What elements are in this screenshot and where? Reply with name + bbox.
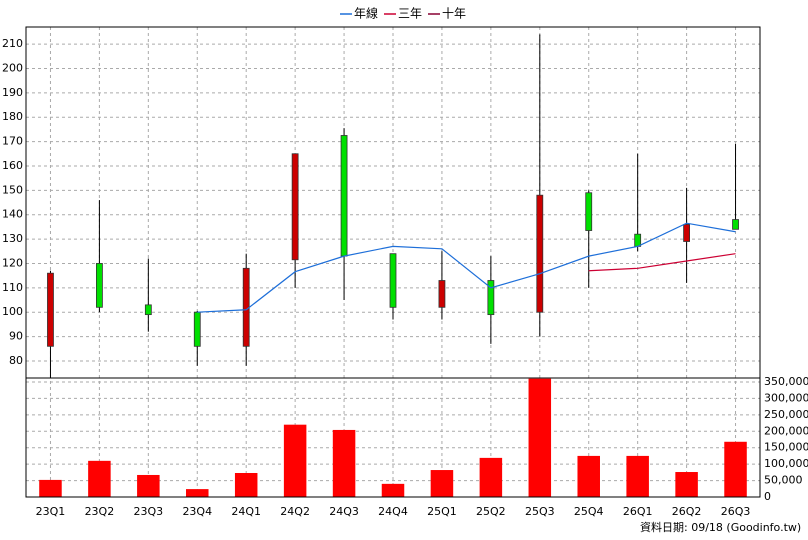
y-tick-label: 210 (2, 37, 23, 50)
candle-body (47, 272, 54, 347)
y-tick-label: 190 (2, 86, 23, 99)
volume-bar (283, 424, 307, 497)
y-tick-label: 80 (9, 354, 23, 367)
legend-label: 年線 (354, 6, 378, 21)
y2-tick-label: 250,000 (764, 408, 808, 421)
candle-body (340, 135, 348, 257)
y-tick-label: 160 (2, 159, 23, 172)
volume-bar (88, 460, 111, 497)
x-tick-label: 26Q3 (721, 505, 751, 518)
y2-tick-label: 350,000 (764, 375, 808, 388)
volume-bar (332, 429, 356, 497)
volume-bar (724, 441, 747, 497)
line-series (197, 222, 736, 313)
x-tick-label: 24Q4 (378, 505, 408, 518)
volume-bar (381, 483, 405, 497)
candle-body (634, 233, 642, 247)
y2-tick-label: 150,000 (764, 441, 808, 454)
footer: 資料日期: 09/18 (Goodinfo.tw) (640, 520, 801, 534)
volume-bar (479, 457, 503, 497)
y-tick-label: 90 (9, 330, 23, 343)
x-tick-label: 25Q4 (574, 505, 604, 518)
candle-body (487, 280, 495, 316)
y-tick-label: 130 (2, 232, 23, 245)
candle-body (683, 224, 690, 242)
y-tick-label: 120 (2, 256, 23, 269)
candle-body (242, 267, 250, 347)
y2-tick-label: 50,000 (764, 474, 803, 487)
volume-bar (39, 479, 62, 497)
y-tick-label: 170 (2, 135, 23, 148)
y2-tick-label: 200,000 (764, 424, 808, 437)
x-tick-label: 23Q2 (85, 505, 115, 518)
x-tick-label: 25Q2 (476, 505, 506, 518)
x-tick-label: 25Q3 (525, 505, 555, 518)
y2-tick-label: 100,000 (764, 457, 808, 470)
y-tick-label: 200 (2, 61, 23, 74)
candle-body (96, 263, 103, 308)
x-tick-label: 26Q2 (672, 505, 702, 518)
candle-body (438, 280, 446, 308)
candle-body (144, 304, 152, 316)
y2-tick-label: 0 (764, 490, 771, 503)
volume-bar (675, 472, 698, 497)
candle-body (585, 192, 593, 231)
y-tick-label: 180 (2, 110, 23, 123)
y-tick-label: 140 (2, 208, 23, 221)
y-tick-label: 110 (2, 281, 23, 294)
x-tick-label: 23Q1 (36, 505, 66, 518)
x-tick-label: 24Q1 (231, 505, 261, 518)
x-tick-label: 24Q2 (280, 505, 310, 518)
legend-label: 十年 (442, 7, 466, 21)
volume-bar (137, 474, 160, 497)
x-tick-label: 24Q3 (329, 505, 359, 518)
x-tick-label: 23Q3 (134, 505, 164, 518)
candle-body (389, 253, 397, 308)
y2-tick-label: 300,000 (764, 391, 808, 404)
legend-label: 三年 (398, 7, 422, 21)
volume-bar (430, 470, 454, 497)
x-tick-label: 23Q4 (182, 505, 212, 518)
volume-frame (25, 377, 761, 498)
volume-bar (626, 455, 649, 497)
y-tick-label: 100 (2, 305, 23, 318)
line-series (588, 253, 736, 272)
candle-body (536, 194, 544, 313)
candle-body (732, 219, 739, 230)
candle-body (291, 153, 299, 261)
x-tick-label: 26Q1 (623, 505, 653, 518)
volume-bar (186, 489, 209, 497)
volume-bar (577, 455, 600, 497)
x-tick-label: 25Q1 (427, 505, 457, 518)
candle-body (193, 311, 201, 347)
y-tick-label: 150 (2, 183, 23, 196)
volume-bar (234, 473, 258, 497)
volume-bar (528, 378, 552, 497)
